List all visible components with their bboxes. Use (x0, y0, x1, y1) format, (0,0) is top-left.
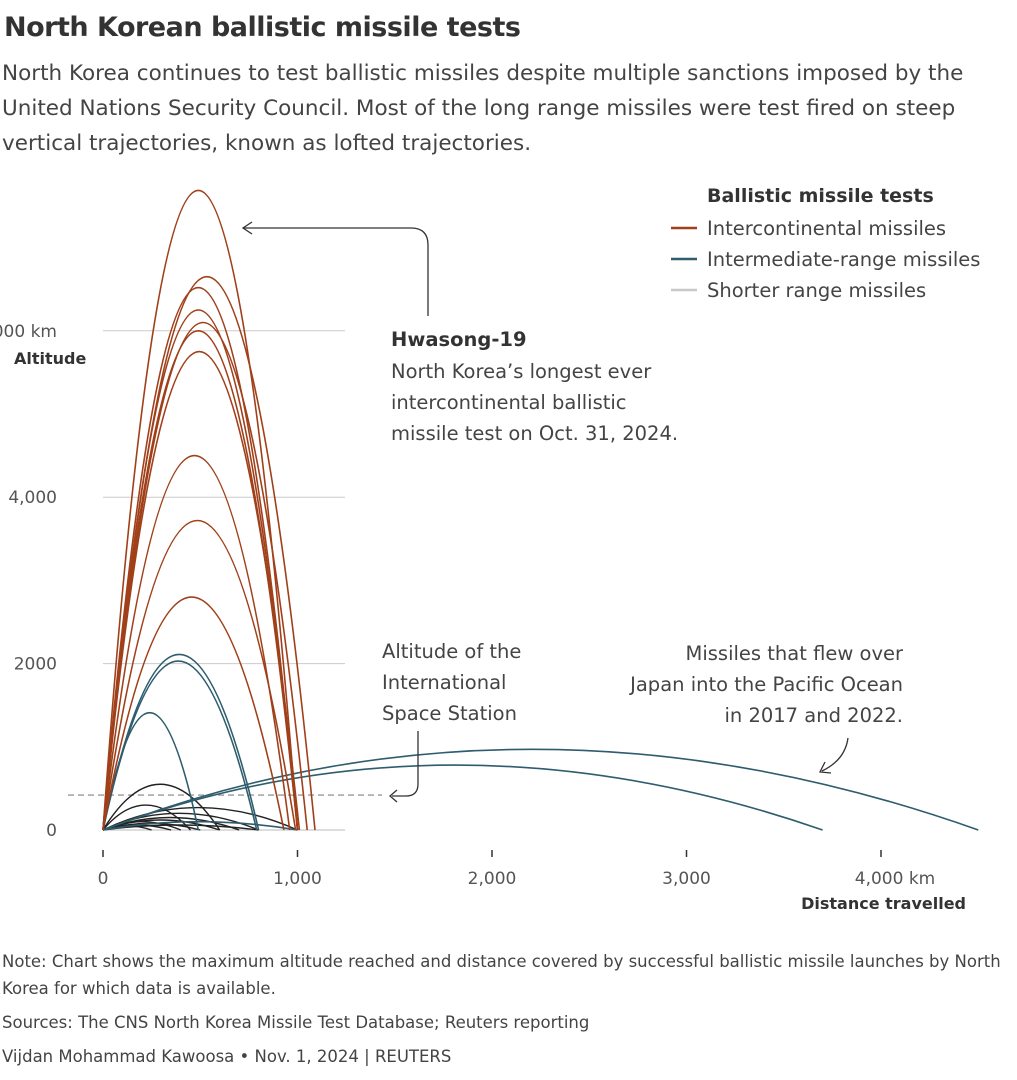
japan-text-3: in 2017 and 2022. (724, 704, 903, 727)
x-axis-ticks: 0 1,000 2,000 3,000 4,000 km (98, 850, 935, 889)
trajectory-line (102, 455, 291, 831)
legend: Ballistic missile tests Intercontinental… (671, 185, 980, 302)
y-axis-label: Altitude (14, 349, 86, 368)
hwasong-leader-line (244, 227, 429, 316)
hwasong-text-1: North Korea’s longest ever (391, 360, 652, 383)
legend-item-icbm: Intercontinental missiles (707, 217, 946, 240)
hwasong-text-2: intercontinental ballistic (391, 391, 627, 414)
legend-item-irbm: Intermediate-range missiles (707, 248, 980, 271)
trajectory-line (102, 189, 299, 831)
y-tick-labels: 0 2000 4,000 6,000 km (0, 322, 57, 841)
chart-title: North Korean ballistic missile tests (4, 12, 521, 43)
iss-annotation: Altitude of the International Space Stat… (382, 640, 521, 803)
trajectory-line (102, 519, 297, 831)
trajectory-line (102, 712, 200, 831)
japan-text-2: Japan into the Pacific Ocean (628, 673, 903, 696)
x-tick-label: 2,000 (468, 869, 517, 889)
trajectory-line (102, 309, 299, 831)
hwasong-arrow-icon (241, 221, 253, 235)
x-tick-label: 3,000 (662, 869, 711, 889)
trajectory-line (102, 764, 823, 831)
japan-text-1: Missiles that flew over (686, 642, 904, 665)
iss-text-3: Space Station (382, 702, 517, 725)
trajectory-line (102, 783, 221, 831)
japan-annotation: Missiles that flew over Japan into the P… (628, 642, 904, 774)
trajectory-line (102, 806, 298, 831)
trajectory-line (102, 287, 299, 831)
chart-svg: 0 2000 4,000 6,000 km Altitude 0 1,000 2,000 3… (0, 185, 980, 913)
footer: Note: Chart shows the maximum altitude r… (2, 948, 1017, 1070)
chart-subtitle: North Korea continues to test ballistic … (2, 61, 964, 156)
footer-note: Note: Chart shows the maximum altitude r… (2, 952, 1001, 998)
x-tick-label: 4,000 km (855, 869, 935, 889)
footer-sources: Sources: The CNS North Korea Missile Tes… (2, 1013, 590, 1032)
legend-title: Ballistic missile tests (707, 185, 934, 207)
japan-leader-line (821, 737, 849, 772)
hwasong-annotation: Hwasong-19 North Korea’s longest ever in… (241, 221, 678, 445)
x-tick-label: 0 (98, 869, 109, 889)
trajectories (102, 189, 979, 831)
iss-text-2: International (382, 671, 506, 694)
iss-text-1: Altitude of the (382, 640, 521, 663)
trajectory-line (102, 748, 979, 831)
iss-leader-line (392, 731, 419, 797)
footer-byline: Vijdan Mohammad Kawoosa • Nov. 1, 2024 |… (2, 1047, 452, 1066)
iss-arrow-icon (389, 789, 398, 803)
legend-item-srbm: Shorter range missiles (707, 279, 926, 302)
trajectory-line (102, 351, 301, 831)
hwasong-title: Hwasong-19 (391, 328, 527, 351)
y-tick-label: 4,000 (8, 488, 57, 508)
trajectory-line (102, 820, 298, 831)
hwasong-text-3: missile test on Oct. 31, 2024. (391, 422, 678, 445)
x-axis-label: Distance travelled (801, 894, 966, 913)
y-tick-label: 2000 (14, 655, 57, 675)
grid-lines (103, 330, 345, 831)
trajectory-line (102, 596, 285, 831)
japan-arrow-icon (818, 761, 832, 774)
x-tick-label: 1,000 (273, 869, 322, 889)
trajectory-line (102, 321, 308, 831)
y-tick-label: 0 (46, 821, 57, 841)
y-tick-label: 6,000 km (0, 322, 57, 342)
